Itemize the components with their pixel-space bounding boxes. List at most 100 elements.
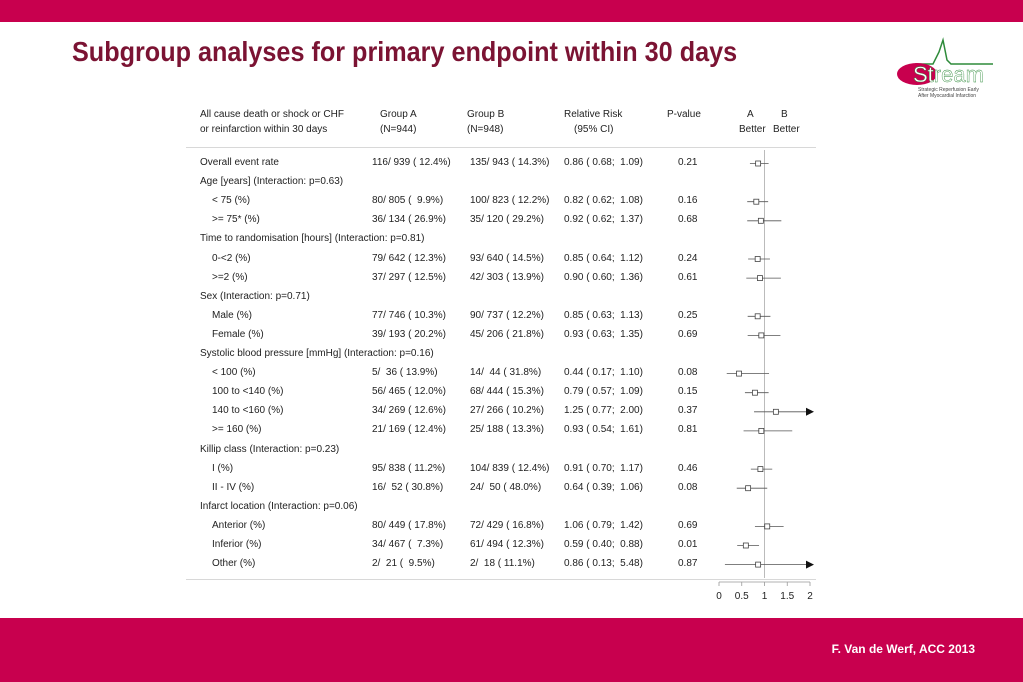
header-relative-risk: Relative Risk (95% CI) [564, 107, 622, 137]
relative-risk-cell: 0.85 ( 0.64; 1.12) [564, 252, 643, 264]
point-estimate [758, 332, 765, 339]
ci-arrow [806, 407, 814, 416]
relative-risk-cell: 0.64 ( 0.39; 1.06) [564, 481, 643, 493]
group-b-cell: 93/ 640 ( 14.5%) [470, 252, 544, 264]
row-label: >= 160 (%) [212, 424, 262, 436]
x-tick-label: 1 [762, 591, 768, 602]
subgroup-heading: Time to randomisation [hours] (Interacti… [200, 233, 425, 245]
ecg-trace [915, 37, 993, 65]
top-brand-bar [0, 0, 1023, 22]
x-tick-label: 2 [807, 591, 813, 602]
group-b-cell: 25/ 188 ( 13.3%) [470, 424, 544, 436]
header-b-label: B [781, 109, 788, 120]
point-estimate [754, 256, 761, 262]
group-a-cell: 5/ 36 ( 13.9%) [372, 367, 438, 379]
logo-heart [897, 63, 937, 85]
forest-plot-table: All cause death or shock or CHF or reinf… [186, 102, 826, 606]
group-a-cell: 21/ 169 ( 12.4%) [372, 424, 446, 436]
relative-risk-cell: 0.85 ( 0.63; 1.13) [564, 309, 643, 321]
header-endpoint-line-1: All cause death or shock or CHF [200, 109, 344, 120]
header-rule [186, 147, 816, 148]
group-b-cell: 100/ 823 ( 12.2%) [470, 195, 550, 207]
logo-wordmark: Stream [913, 62, 984, 87]
header-group-a-line-1: Group A [380, 109, 417, 120]
group-a-cell: 80/ 449 ( 17.8%) [372, 519, 446, 531]
row-label: Male (%) [212, 309, 253, 321]
point-estimate [742, 542, 749, 549]
pvalue-cell: 0.15 [678, 386, 698, 398]
logo-subtitle-line-2: After Myocardial Infarction [918, 93, 977, 99]
group-b-cell: 72/ 429 ( 16.8%) [470, 519, 544, 531]
group-a-cell: 39/ 193 ( 20.2%) [372, 328, 446, 340]
header-a-label: A [747, 109, 754, 120]
pvalue-cell: 0.68 [678, 214, 698, 226]
point-estimate [754, 313, 761, 320]
row-label: Anterior (%) [212, 519, 266, 531]
relative-risk-cell: 1.06 ( 0.79; 1.42) [564, 519, 643, 531]
subgroup-heading: Killip class (Interaction: p=0.23) [200, 443, 340, 455]
point-estimate [745, 485, 752, 492]
point-estimate [753, 198, 760, 205]
pvalue-cell: 0.46 [678, 462, 698, 474]
pvalue-cell: 0.69 [678, 328, 698, 340]
header-group-b: Group B (N=948) [467, 107, 504, 137]
group-a-cell: 56/ 465 ( 12.0%) [372, 386, 446, 398]
pvalue-cell: 0.16 [678, 195, 698, 207]
pvalue-cell: 0.81 [678, 424, 698, 436]
relative-risk-cell: 1.25 ( 0.77; 2.00) [564, 405, 643, 417]
subgroup-heading: Age [years] (Interaction: p=0.63) [200, 176, 344, 188]
row-label: < 100 (%) [212, 367, 256, 379]
relative-risk-cell: 0.86 ( 0.13; 5.48) [564, 558, 643, 570]
row-label: 0-<2 (%) [212, 252, 251, 264]
group-b-cell: 135/ 943 ( 14.3%) [470, 157, 550, 168]
subgroup-heading: Infarct location (Interaction: p=0.06) [200, 500, 358, 512]
relative-risk-cell: 0.93 ( 0.63; 1.35) [564, 328, 643, 340]
group-b-cell: 35/ 120 ( 29.2%) [470, 214, 544, 226]
group-a-cell: 16/ 52 ( 30.8%) [372, 481, 444, 493]
pvalue-cell: 0.08 [678, 367, 698, 379]
pvalue-cell: 0.24 [678, 252, 698, 264]
group-b-cell: 24/ 50 ( 48.0%) [470, 481, 542, 493]
pvalue-cell: 0.25 [678, 309, 698, 321]
relative-risk-cell: 0.92 ( 0.62; 1.37) [564, 214, 643, 226]
point-estimate [736, 370, 742, 377]
pvalue-cell: 0.69 [678, 519, 698, 531]
footer-credit: F. Van de Werf, ACC 2013 [831, 642, 975, 656]
row-label: < 75 (%) [212, 195, 251, 207]
header-endpoint-line-2: or reinfarction within 30 days [200, 124, 328, 135]
header-group-a-line-2: (N=944) [380, 124, 417, 135]
logo-subtitle-line-1: Strategic Reperfusion Early [918, 87, 979, 93]
row-label: II - IV (%) [212, 481, 255, 493]
row-label: Other (%) [212, 558, 256, 570]
point-estimate [755, 160, 762, 167]
header-b-better: Better [773, 124, 800, 135]
point-estimate [764, 523, 771, 530]
group-a-cell: 77/ 746 ( 10.3%) [372, 309, 446, 321]
group-b-cell: 14/ 44 ( 31.8%) [470, 367, 542, 379]
ci-arrow [806, 560, 814, 569]
header-a-better: Better [739, 124, 766, 135]
group-a-cell: 116/ 939 ( 12.4%) [372, 157, 451, 168]
x-tick-label: 0.5 [735, 591, 749, 602]
row-label: 140 to <160 (%) [212, 405, 284, 417]
row-label: I (%) [212, 462, 234, 474]
group-b-cell: 68/ 444 ( 15.3%) [470, 386, 544, 398]
point-estimate [752, 389, 758, 396]
group-a-cell: 2/ 21 ( 9.5%) [372, 558, 435, 570]
group-b-cell: 104/ 839 ( 12.4%) [470, 462, 550, 474]
footer-rule [186, 579, 816, 580]
relative-risk-cell: 0.44 ( 0.17; 1.10) [564, 367, 643, 379]
point-estimate [757, 217, 764, 224]
row-label: >= 75* (%) [212, 214, 260, 226]
group-a-cell: 95/ 838 ( 11.2%) [372, 462, 446, 474]
group-a-cell: 34/ 467 ( 7.3%) [372, 539, 444, 550]
point-estimate [758, 427, 765, 434]
point-estimate [772, 408, 779, 415]
pvalue-cell: 0.08 [678, 481, 698, 493]
group-a-cell: 80/ 805 ( 9.9%) [372, 195, 444, 207]
row-label: Inferior (%) [212, 539, 262, 550]
bottom-brand-bar [0, 618, 1023, 682]
x-tick-label: 0 [716, 591, 722, 602]
relative-risk-cell: 0.90 ( 0.60; 1.36) [564, 271, 643, 283]
header-group-b-line-2: (N=948) [467, 124, 504, 135]
